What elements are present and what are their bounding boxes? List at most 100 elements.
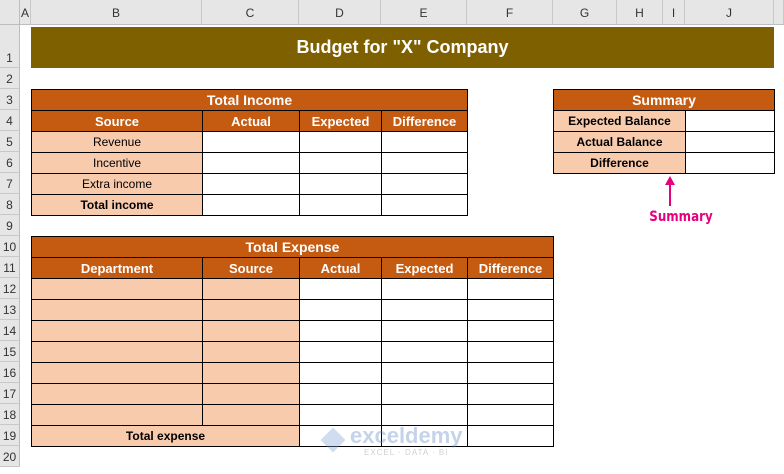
row-header-10[interactable]: 10 (0, 236, 20, 257)
row-header-11[interactable]: 11 (0, 257, 20, 278)
income-header-D[interactable]: Expected (299, 110, 382, 132)
expense-value-cell[interactable] (299, 299, 382, 321)
row-header-20[interactable]: 20 (0, 446, 20, 467)
row-header-5[interactable]: 5 (0, 131, 20, 152)
expense-value-cell[interactable] (381, 383, 468, 405)
column-header-F[interactable]: F (467, 0, 553, 25)
expense-total-label[interactable]: Total expense (31, 425, 300, 447)
expense-value-cell[interactable] (467, 278, 554, 300)
expense-value-cell[interactable] (299, 320, 382, 342)
income-total-label[interactable]: Total income (31, 194, 203, 216)
income-source-cell[interactable]: Extra income (31, 173, 203, 195)
summary-label[interactable]: Expected Balance (553, 110, 686, 132)
row-header-17[interactable]: 17 (0, 383, 20, 404)
income-source-cell[interactable]: Incentive (31, 152, 203, 174)
column-header-J[interactable]: J (685, 0, 774, 25)
expense-department-cell[interactable] (31, 404, 203, 426)
expense-value-cell[interactable] (381, 278, 468, 300)
income-value-cell[interactable] (202, 173, 300, 195)
income-value-cell[interactable] (381, 152, 468, 174)
expense-department-cell[interactable] (31, 362, 203, 384)
column-header-I[interactable]: I (663, 0, 685, 25)
summary-label[interactable]: Difference (553, 152, 686, 174)
income-value-cell[interactable] (202, 131, 300, 153)
expense-header-4[interactable]: Difference (467, 257, 554, 279)
column-header-E[interactable]: E (381, 0, 467, 25)
row-header-9[interactable]: 9 (0, 215, 20, 236)
select-all-corner[interactable] (0, 0, 20, 25)
column-header-B[interactable]: B (31, 0, 202, 25)
row-header-14[interactable]: 14 (0, 320, 20, 341)
expense-value-cell[interactable] (299, 362, 382, 384)
expense-value-cell[interactable] (467, 404, 554, 426)
income-source-cell[interactable]: Revenue (31, 131, 203, 153)
expense-value-cell[interactable] (299, 278, 382, 300)
expense-source-cell[interactable] (202, 362, 300, 384)
row-header-4[interactable]: 4 (0, 110, 20, 131)
row-header-19[interactable]: 19 (0, 425, 20, 446)
expense-value-cell[interactable] (299, 341, 382, 363)
expense-value-cell[interactable] (381, 299, 468, 321)
income-header-B[interactable]: Source (31, 110, 203, 132)
expense-title[interactable]: Total Expense (31, 236, 554, 258)
income-header-E[interactable]: Difference (381, 110, 468, 132)
summary-value-cell[interactable] (685, 152, 775, 174)
summary-value-cell[interactable] (685, 131, 775, 153)
expense-header-3[interactable]: Expected (381, 257, 468, 279)
income-header-C[interactable]: Actual (202, 110, 300, 132)
expense-value-cell[interactable] (467, 299, 554, 321)
column-header-A[interactable]: A (20, 0, 31, 25)
income-total-cell[interactable] (299, 194, 382, 216)
expense-value-cell[interactable] (381, 341, 468, 363)
expense-value-cell[interactable] (381, 320, 468, 342)
expense-department-cell[interactable] (31, 278, 203, 300)
row-header-15[interactable]: 15 (0, 341, 20, 362)
row-header-12[interactable]: 12 (0, 278, 20, 299)
income-value-cell[interactable] (299, 131, 382, 153)
row-header-13[interactable]: 13 (0, 299, 20, 320)
row-header-16[interactable]: 16 (0, 362, 20, 383)
expense-value-cell[interactable] (467, 341, 554, 363)
expense-value-cell[interactable] (467, 383, 554, 405)
column-header-G[interactable]: G (553, 0, 617, 25)
column-header-H[interactable]: H (617, 0, 663, 25)
row-header-2[interactable]: 2 (0, 68, 20, 89)
expense-department-cell[interactable] (31, 383, 203, 405)
expense-source-cell[interactable] (202, 320, 300, 342)
expense-total-cell[interactable] (467, 425, 554, 447)
column-header-D[interactable]: D (299, 0, 381, 25)
summary-label[interactable]: Actual Balance (553, 131, 686, 153)
income-value-cell[interactable] (202, 152, 300, 174)
expense-header-0[interactable]: Department (31, 257, 203, 279)
summary-value-cell[interactable] (685, 110, 775, 132)
expense-source-cell[interactable] (202, 341, 300, 363)
income-title[interactable]: Total Income (31, 89, 468, 111)
row-header-8[interactable]: 8 (0, 194, 20, 215)
row-header-7[interactable]: 7 (0, 173, 20, 194)
column-header-C[interactable]: C (202, 0, 299, 25)
row-header-1[interactable]: 1 (0, 25, 20, 68)
expense-header-2[interactable]: Actual (299, 257, 382, 279)
income-value-cell[interactable] (381, 173, 468, 195)
summary-title[interactable]: Summary (553, 89, 775, 111)
expense-department-cell[interactable] (31, 341, 203, 363)
income-total-cell[interactable] (381, 194, 468, 216)
expense-department-cell[interactable] (31, 299, 203, 321)
income-value-cell[interactable] (299, 173, 382, 195)
income-value-cell[interactable] (381, 131, 468, 153)
expense-value-cell[interactable] (467, 320, 554, 342)
expense-header-1[interactable]: Source (202, 257, 300, 279)
income-total-cell[interactable] (202, 194, 300, 216)
expense-value-cell[interactable] (299, 383, 382, 405)
expense-department-cell[interactable] (31, 320, 203, 342)
row-header-6[interactable]: 6 (0, 152, 20, 173)
expense-source-cell[interactable] (202, 278, 300, 300)
expense-source-cell[interactable] (202, 299, 300, 321)
expense-value-cell[interactable] (467, 362, 554, 384)
expense-source-cell[interactable] (202, 404, 300, 426)
expense-value-cell[interactable] (381, 362, 468, 384)
income-value-cell[interactable] (299, 152, 382, 174)
expense-source-cell[interactable] (202, 383, 300, 405)
row-header-3[interactable]: 3 (0, 89, 20, 110)
row-header-18[interactable]: 18 (0, 404, 20, 425)
